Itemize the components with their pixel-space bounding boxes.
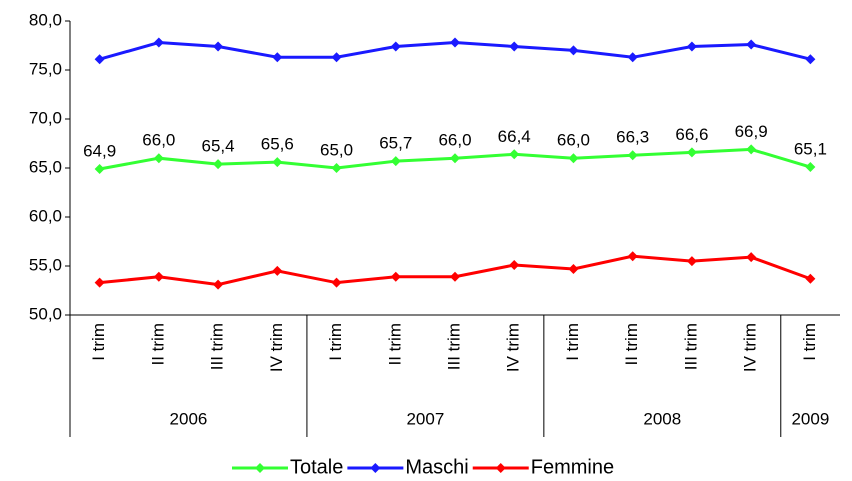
legend-marker	[370, 463, 381, 473]
x-tick-label: IV trim	[504, 323, 523, 372]
x-tick-label: II trim	[385, 323, 404, 366]
x-tick-label: III trim	[208, 323, 227, 370]
y-tick-label: 65,0	[29, 157, 62, 176]
point-marker	[627, 150, 638, 161]
point-marker	[390, 41, 401, 52]
point-marker	[450, 271, 460, 282]
point-marker	[390, 156, 401, 167]
point-marker	[509, 260, 520, 271]
y-tick-label: 55,0	[29, 255, 62, 274]
point-marker	[331, 277, 342, 288]
legend-marker	[255, 463, 265, 473]
point-marker	[213, 279, 224, 290]
point-marker	[272, 52, 283, 63]
x-tick-label: II trim	[148, 323, 167, 366]
data-label: 66,6	[675, 125, 708, 144]
group-label: 2008	[643, 409, 681, 428]
data-label: 65,1	[794, 140, 827, 159]
point-marker	[213, 41, 224, 52]
data-label: 66,0	[438, 131, 471, 150]
x-tick-label: I trim	[89, 323, 108, 361]
point-marker	[627, 52, 638, 63]
group-label: 2006	[170, 409, 208, 428]
data-label: 66,4	[498, 127, 531, 146]
data-label: 65,0	[320, 140, 353, 159]
y-tick-label: 50,0	[29, 304, 62, 323]
point-marker	[568, 263, 579, 274]
point-marker	[805, 54, 816, 65]
point-marker	[153, 37, 164, 48]
point-marker	[686, 256, 697, 267]
point-marker	[509, 149, 520, 160]
data-label: 66,0	[557, 131, 590, 150]
point-marker	[331, 52, 342, 63]
point-marker	[450, 37, 460, 48]
data-label: 66,9	[735, 122, 768, 141]
legend-marker	[495, 463, 506, 473]
y-tick-label: 80,0	[29, 10, 62, 29]
legend-label: Femmine	[531, 456, 614, 478]
data-label: 66,0	[142, 131, 175, 150]
x-tick-label: III trim	[681, 323, 700, 370]
point-marker	[509, 41, 520, 52]
data-label: 64,9	[83, 141, 116, 160]
point-marker	[94, 163, 105, 174]
legend-item: Totale	[232, 456, 343, 478]
group-label: 2007	[406, 409, 444, 428]
point-marker	[390, 271, 401, 282]
point-marker	[805, 162, 816, 173]
point-marker	[213, 159, 224, 170]
point-marker	[568, 45, 579, 56]
point-marker	[568, 153, 579, 164]
y-tick-label: 70,0	[29, 108, 62, 127]
legend-item: Maschi	[347, 456, 469, 478]
point-marker	[331, 163, 342, 173]
x-tick-label: I trim	[326, 323, 345, 361]
point-marker	[746, 39, 757, 50]
group-label: 2009	[791, 409, 829, 428]
legend-label: Maschi	[405, 456, 468, 478]
point-marker	[746, 252, 757, 263]
point-marker	[153, 271, 164, 282]
y-tick-label: 60,0	[29, 206, 62, 225]
point-marker	[153, 153, 164, 164]
point-marker	[272, 265, 283, 276]
x-tick-label: I trim	[563, 323, 582, 361]
point-marker	[627, 251, 638, 262]
point-marker	[94, 277, 105, 288]
point-marker	[746, 144, 757, 155]
point-marker	[686, 41, 697, 52]
x-tick-label: III trim	[444, 323, 463, 370]
legend-label: Totale	[290, 456, 343, 478]
y-tick-label: 75,0	[29, 59, 62, 78]
x-tick-label: I trim	[800, 323, 819, 361]
x-tick-label: II trim	[622, 323, 641, 366]
data-label: 65,7	[379, 134, 412, 153]
x-tick-label: IV trim	[741, 323, 760, 372]
data-label: 65,4	[202, 137, 235, 156]
point-marker	[805, 273, 816, 284]
x-tick-label: IV trim	[267, 323, 286, 372]
point-marker	[450, 153, 460, 164]
data-label: 66,3	[616, 128, 649, 147]
point-marker	[686, 147, 697, 158]
data-label: 65,6	[261, 135, 294, 154]
point-marker	[94, 54, 105, 65]
point-marker	[272, 157, 283, 168]
legend-item: Femmine	[472, 456, 614, 478]
